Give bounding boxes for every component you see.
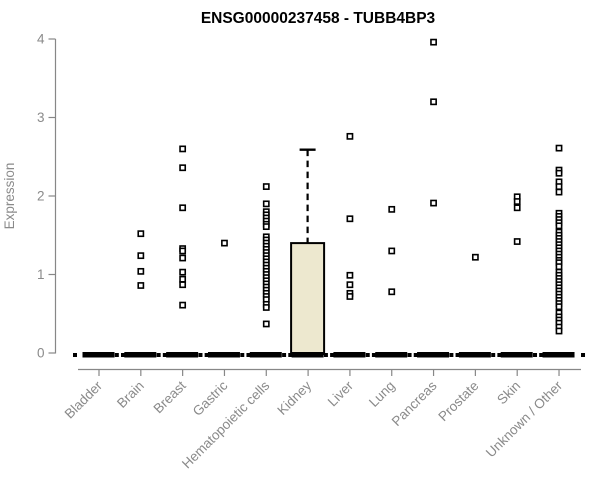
outlier-point — [262, 320, 270, 328]
outlier-point — [179, 275, 187, 283]
outlier-point — [430, 38, 437, 46]
outlier-point — [137, 282, 145, 289]
median-bar — [458, 352, 491, 358]
outlier-point — [179, 247, 187, 255]
baseline-staple-left — [156, 353, 161, 357]
outlier-point — [471, 253, 479, 261]
median-bar — [207, 352, 240, 358]
baseline-staple-left — [198, 353, 203, 357]
x-axis-tick-label: Prostate — [435, 378, 481, 424]
baseline-staple-right — [121, 353, 125, 357]
outlier-point — [388, 247, 396, 255]
median-bar — [249, 352, 282, 358]
baseline-staple-left — [533, 353, 538, 357]
outlier-point — [388, 205, 396, 213]
outlier-point — [555, 188, 563, 196]
x-axis-tick-label: Breast — [151, 378, 189, 416]
x-axis-tick-label: Gastric — [190, 378, 231, 419]
y-axis-title: Expression — [2, 163, 17, 230]
y-axis-tick-label: 3 — [37, 110, 45, 125]
outlier-point — [555, 144, 563, 152]
median-bar — [333, 352, 366, 358]
median-bar — [166, 352, 199, 358]
baseline-staple-left — [491, 353, 496, 357]
y-axis-tick-label: 4 — [37, 32, 45, 47]
y-axis-tick-label: 1 — [37, 267, 45, 282]
outlier-point — [513, 204, 521, 212]
outlier-point — [262, 183, 270, 190]
outlier-point — [346, 271, 354, 279]
baseline-staple-right — [162, 353, 167, 357]
outlier-point — [179, 281, 187, 289]
outlier-point — [179, 268, 187, 276]
baseline-staple-left — [323, 353, 328, 357]
outlier-point — [555, 222, 563, 230]
median-bar — [500, 352, 533, 358]
outlier-point — [262, 304, 270, 311]
baseline-staple-left — [282, 353, 287, 357]
outlier-point — [137, 252, 145, 260]
outlier-point — [179, 301, 187, 309]
outlier-point — [262, 223, 270, 231]
y-axis-tick-label: 0 — [37, 346, 45, 361]
outlier-point — [179, 145, 187, 153]
baseline-staple-right — [581, 353, 586, 357]
box — [290, 242, 326, 356]
median-bar — [375, 352, 408, 358]
outlier-point — [262, 200, 270, 208]
baseline-staple-right — [455, 353, 460, 357]
baseline-staple-right — [539, 353, 544, 357]
outlier-point — [388, 288, 396, 296]
outlier-point — [430, 98, 437, 106]
baseline-staple-left — [73, 353, 77, 357]
outlier-point — [555, 169, 563, 177]
baseline-staple-right — [204, 353, 209, 357]
median-bar — [417, 352, 450, 358]
baseline-staple-left — [365, 353, 370, 357]
outlier-point — [179, 164, 187, 172]
x-axis-tick-label: Skin — [494, 378, 523, 407]
outlier-point — [221, 239, 228, 247]
x-axis-tick-label: Liver — [325, 378, 357, 410]
outlier-point — [513, 198, 521, 205]
outlier-point — [137, 267, 145, 275]
median-bar — [542, 352, 575, 358]
baseline-staple-right — [497, 353, 502, 357]
y-axis-tick-label: 2 — [37, 189, 45, 204]
outlier-point — [346, 132, 354, 140]
baseline-staple-left — [407, 353, 412, 357]
outlier-point — [346, 293, 354, 300]
outlier-point — [137, 230, 145, 238]
baseline-staple-right — [413, 353, 418, 357]
baseline-staple-right — [371, 353, 376, 357]
baseline-staple-left — [449, 353, 454, 357]
x-axis-tick-label: Pancreas — [389, 378, 440, 429]
chart-title: ENSG00000237458 - TUBB4BP3 — [201, 10, 436, 27]
baseline-staple-left — [114, 353, 119, 357]
median-bar — [124, 352, 157, 358]
outlier-point — [346, 281, 354, 289]
median-bar — [82, 352, 115, 358]
outlier-point — [555, 327, 563, 335]
x-axis-tick-label: Kidney — [274, 378, 314, 418]
x-axis-tick-label: Brain — [114, 378, 147, 411]
outlier-point — [179, 204, 187, 212]
outlier-point — [555, 183, 563, 190]
x-axis-tick-label: Lung — [366, 378, 398, 410]
baseline-staple-right — [330, 353, 335, 357]
median-bar — [291, 352, 324, 358]
x-axis-tick-label: Bladder — [62, 378, 106, 422]
outlier-point — [555, 263, 563, 271]
x-axis-tick-label: Unknown / Other — [483, 378, 566, 461]
outlier-point — [513, 238, 521, 245]
outlier-point — [430, 199, 437, 207]
outlier-point — [346, 215, 354, 223]
outlier-point — [179, 254, 187, 262]
outlier-point — [555, 303, 563, 311]
baseline-staple-right — [246, 353, 251, 357]
baseline-staple-left — [240, 353, 245, 357]
